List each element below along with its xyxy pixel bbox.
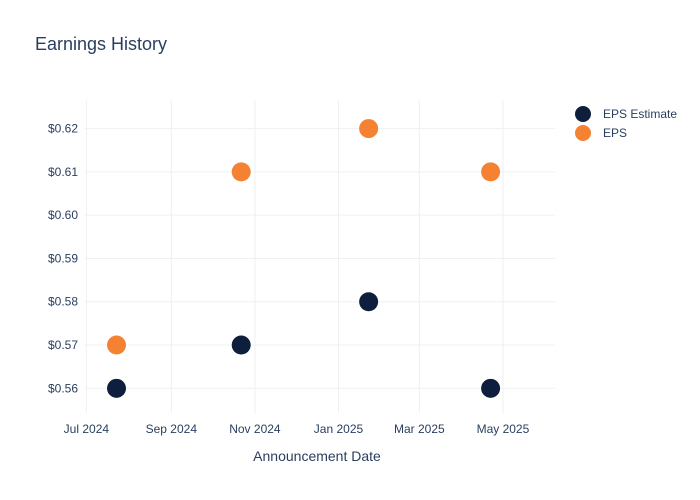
x-tick-label: Nov 2024 [229, 422, 281, 436]
legend-label-eps-estimate: EPS Estimate [603, 107, 677, 121]
eps-estimate-point[interactable] [359, 292, 379, 312]
x-tick-label: Jan 2025 [314, 422, 364, 436]
chart-title: Earnings History [35, 34, 167, 54]
y-tick-label: $0.62 [48, 122, 78, 136]
x-tick-label: Jul 2024 [64, 422, 110, 436]
legend-marker-eps [575, 125, 591, 141]
eps-estimate-point[interactable] [481, 378, 501, 398]
eps-estimate-point[interactable] [107, 378, 127, 398]
eps-estimate-point[interactable] [231, 335, 251, 355]
x-axis-title: Announcement Date [253, 448, 381, 464]
x-tick-label: May 2025 [477, 422, 530, 436]
eps-point[interactable] [107, 335, 127, 355]
x-tick-label: Mar 2025 [394, 422, 445, 436]
y-tick-label: $0.61 [48, 165, 78, 179]
y-tick-label: $0.58 [48, 295, 78, 309]
point-layer [107, 119, 501, 398]
eps-point[interactable] [231, 162, 251, 182]
y-tick-label: $0.57 [48, 338, 78, 352]
tick-layer: $0.56 $0.57 $0.58 $0.59 $0.60 $0.61 $0.62 Jul 2… [48, 122, 530, 436]
y-tick-label: $0.56 [48, 381, 78, 395]
legend-item-eps[interactable]: EPS [575, 125, 627, 141]
y-tick-label: $0.59 [48, 251, 78, 265]
x-tick-label: Sep 2024 [146, 422, 198, 436]
legend-marker-eps-estimate [575, 106, 591, 122]
legend-label-eps: EPS [603, 126, 627, 140]
eps-point[interactable] [481, 162, 501, 182]
legend[interactable]: EPS Estimate EPS [575, 106, 677, 141]
legend-item-eps-estimate[interactable]: EPS Estimate [575, 106, 677, 122]
eps-point[interactable] [359, 119, 379, 139]
grid-layer [85, 100, 555, 413]
y-tick-label: $0.60 [48, 208, 78, 222]
